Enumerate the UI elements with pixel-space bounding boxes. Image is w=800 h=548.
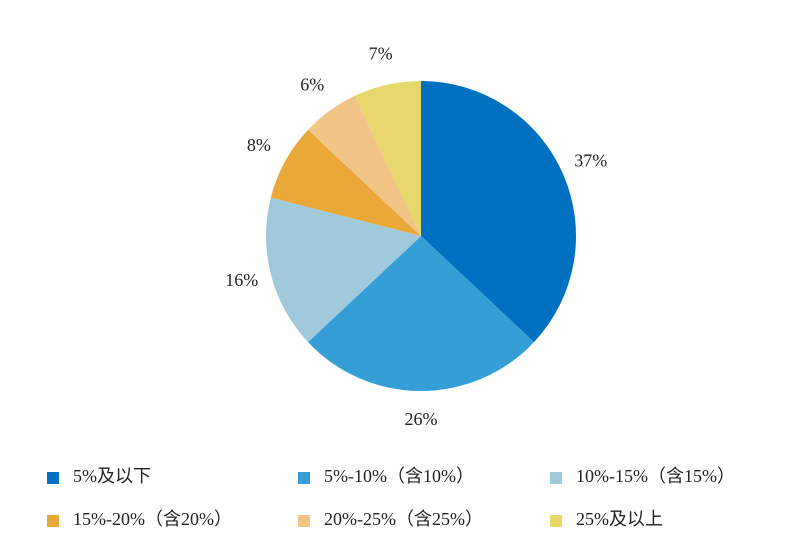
legend-label: 5%及以下 (73, 466, 151, 486)
pie-slice (421, 81, 576, 343)
data-label: 26% (405, 409, 438, 429)
pie-slice (270, 129, 421, 236)
legend-swatch (550, 515, 562, 527)
legend-swatch (298, 515, 310, 527)
data-label: 16% (225, 270, 258, 290)
legend-label: 5%-10%（含10%） (324, 466, 474, 486)
legend-swatch (298, 472, 310, 484)
data-label: 37% (574, 151, 607, 171)
legend-label: 10%-15%（含15%） (576, 466, 735, 486)
data-label: 8% (247, 135, 271, 155)
legend-label: 15%-20%（含20%） (73, 509, 232, 529)
legend-swatch (550, 472, 562, 484)
pie-slice (308, 95, 421, 237)
legend-label: 25%及以上 (576, 509, 663, 529)
data-label: 6% (300, 74, 324, 94)
pie-slice (355, 81, 421, 236)
data-label: 7% (369, 44, 393, 64)
legend-swatch (47, 472, 59, 484)
pie-slice (266, 197, 421, 343)
legend-label: 20%-25%（含25%） (324, 509, 483, 529)
pie-slice (308, 236, 534, 391)
legend-swatch (47, 515, 59, 527)
